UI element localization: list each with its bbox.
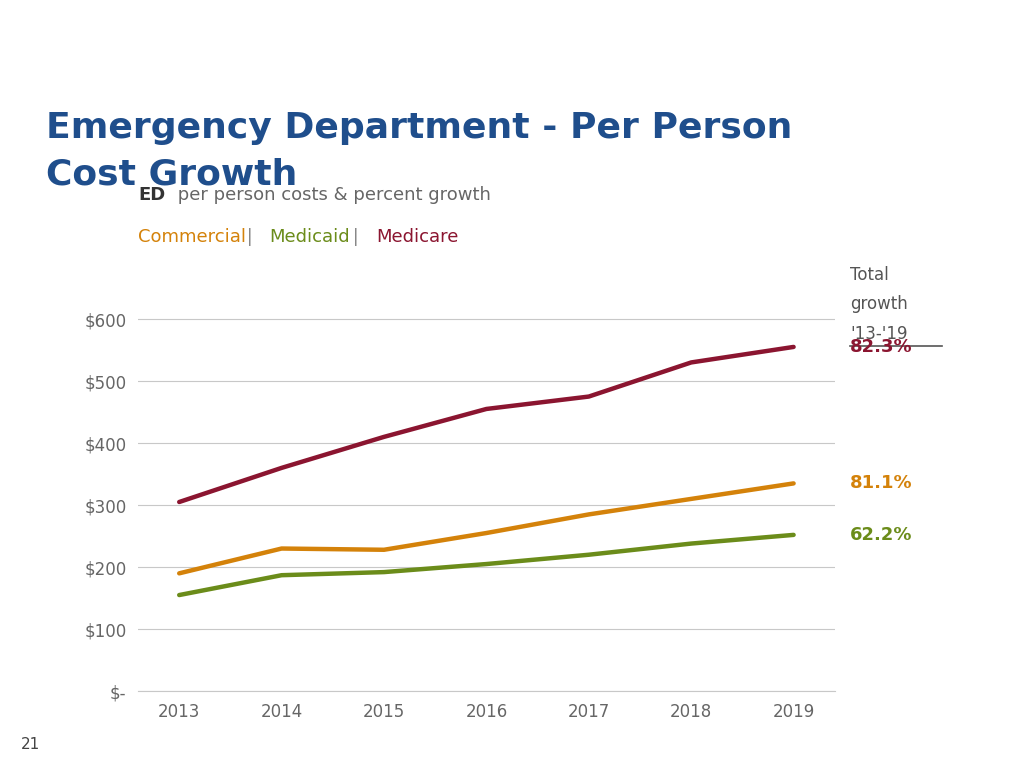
Text: Medicaid: Medicaid [269, 228, 350, 246]
Text: 62.2%: 62.2% [850, 526, 912, 544]
Text: Commercial: Commercial [138, 228, 246, 246]
Text: ED: ED [138, 186, 166, 204]
Text: 21: 21 [20, 737, 40, 752]
Text: Cost Growth: Cost Growth [46, 157, 297, 191]
Text: '13-'19: '13-'19 [850, 325, 907, 343]
Text: 81.1%: 81.1% [850, 475, 912, 492]
Text: 82.3%: 82.3% [850, 338, 912, 356]
Text: |: | [347, 228, 365, 246]
Text: Total: Total [850, 266, 889, 284]
Text: Medicare: Medicare [376, 228, 458, 246]
Text: |: | [241, 228, 258, 246]
Text: growth: growth [850, 296, 907, 313]
Text: Emergency Department - Per Person: Emergency Department - Per Person [46, 111, 793, 145]
Text: per person costs & percent growth: per person costs & percent growth [172, 186, 490, 204]
